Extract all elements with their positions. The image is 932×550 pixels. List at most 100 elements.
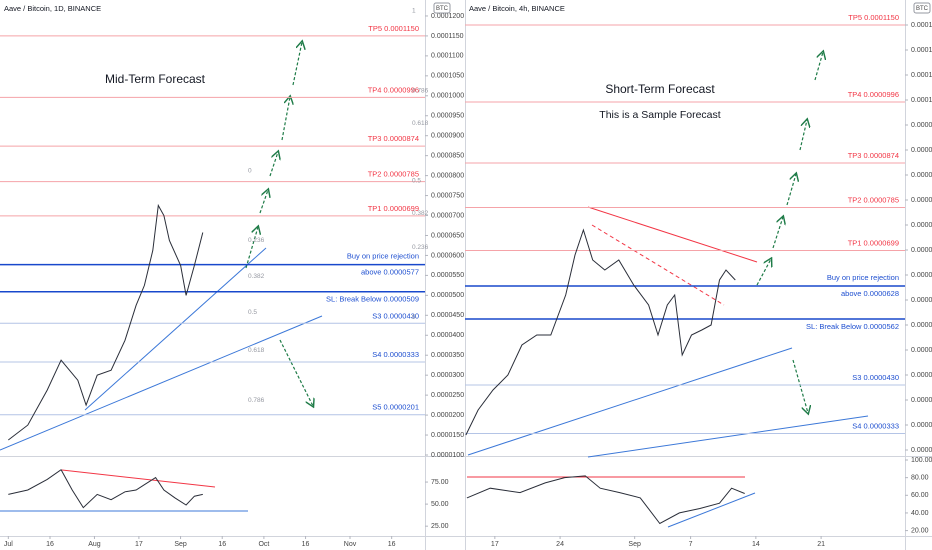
fib-label: 0.5	[248, 309, 257, 316]
fib-label: 1	[412, 8, 416, 15]
y-tick-label: 0.0000400	[911, 397, 932, 404]
x-tick-label: 14	[752, 541, 760, 548]
level-label: S3 0.0000430	[852, 373, 899, 382]
y-tick-label: 0.0001150	[911, 22, 932, 29]
y-tick-label: 25.00	[431, 523, 449, 530]
y-tick-label: 0.0000450	[911, 372, 932, 379]
level-caption: Buy on price rejection	[347, 252, 419, 261]
y-tick-label: 80.00	[911, 474, 929, 481]
chart-title: Aave / Bitcoin, 1D, BINANCE	[4, 4, 101, 13]
level-label: S5 0.0000201	[372, 403, 419, 412]
level-label: TP1 0.0000699	[848, 238, 899, 247]
currency-label: BTC	[916, 6, 929, 12]
y-tick-label: 0.0001100	[911, 47, 932, 54]
y-tick-label: 0.0001150	[431, 33, 464, 40]
annotation: Mid-Term Forecast	[105, 72, 206, 86]
y-tick-label: 0.0000550	[431, 272, 464, 279]
y-tick-label: 0.0000650	[431, 232, 464, 239]
price-line	[466, 475, 745, 525]
fib-label: 0.236	[248, 237, 265, 244]
fib-label: 0	[412, 314, 416, 321]
x-tick-label: 17	[491, 541, 499, 548]
x-tick-label: 16	[218, 541, 226, 548]
fib-label: 0.382	[248, 273, 265, 280]
level-label: TP5 0.0001150	[848, 13, 899, 22]
x-tick-label: Aug	[88, 541, 101, 548]
level-label: TP3 0.0000874	[848, 151, 899, 160]
level-label: above 0.0000577	[361, 268, 419, 277]
y-tick-label: 0.0000250	[431, 392, 464, 399]
x-tick-label: Nov	[344, 541, 357, 548]
y-tick-label: 0.0001000	[911, 97, 932, 104]
y-tick-label: 40.00	[911, 510, 929, 517]
y-tick-label: 0.0000750	[911, 222, 932, 229]
y-tick-label: 0.0000850	[911, 172, 932, 179]
y-tick-label: 0.0000800	[911, 197, 932, 204]
level-label: TP4 0.0000996	[848, 90, 899, 99]
y-tick-label: 100.00	[911, 457, 932, 464]
x-tick-label: 24	[556, 541, 564, 548]
level-label: S4 0.0000333	[372, 350, 419, 359]
y-tick-label: 60.00	[911, 492, 929, 499]
y-tick-label: 0.0001050	[911, 72, 932, 79]
y-tick-label: 0.0000700	[431, 212, 464, 219]
y-tick-label: 0.0000350	[431, 352, 464, 359]
fib-label: 0.382	[412, 210, 429, 217]
y-tick-label: 0.0000950	[911, 122, 932, 129]
y-tick-label: 0.0000500	[431, 292, 464, 299]
fib-label: 0.786	[412, 88, 429, 95]
y-tick-label: 0.0001100	[431, 53, 464, 60]
level-label: SL: Break Below 0.0000562	[806, 322, 899, 331]
currency-badge	[433, 2, 451, 14]
price-line	[465, 228, 736, 436]
level-label: TP3 0.0000874	[368, 134, 419, 143]
fib-label: 0.5	[412, 177, 421, 184]
y-tick-label: 0.0000500	[911, 347, 932, 354]
level-label: TP2 0.0000785	[368, 170, 419, 179]
level-label: TP4 0.0000996	[368, 85, 419, 94]
y-tick-label: 20.00	[911, 527, 929, 534]
fib-label: 0.618	[248, 347, 265, 354]
y-tick-label: 0.0000350	[911, 422, 932, 429]
x-tick-label: Sep	[174, 541, 187, 548]
y-tick-label: 0.0000850	[431, 153, 464, 160]
x-tick-label: 7	[689, 541, 693, 548]
x-tick-label: 17	[135, 541, 143, 548]
x-tick-label: Sep	[628, 541, 641, 548]
level-label: above 0.0000628	[841, 289, 899, 298]
y-tick-label: 0.0000750	[431, 192, 464, 199]
y-tick-label: 0.0000600	[431, 252, 464, 259]
level-label: S3 0.0000430	[372, 311, 419, 320]
y-tick-label: 0.0000900	[911, 147, 932, 154]
fib-label: 0	[248, 167, 252, 174]
level-label: TP5 0.0001150	[368, 24, 419, 33]
y-tick-label: 0.0000650	[911, 272, 932, 279]
level-label: TP1 0.0000699	[368, 204, 419, 213]
y-tick-label: 0.0001000	[431, 93, 464, 100]
fib-label: 0.786	[248, 397, 265, 404]
annotation: Short-Term Forecast	[605, 82, 715, 96]
price-line	[7, 203, 204, 441]
level-caption: Buy on price rejection	[827, 273, 899, 282]
y-tick-label: 0.0000400	[431, 332, 464, 339]
y-tick-label: 0.0000550	[911, 322, 932, 329]
currency-label: BTC	[436, 6, 449, 12]
x-tick-label: 16	[46, 541, 54, 548]
trendlines	[0, 206, 869, 528]
y-tick-label: 0.0000200	[431, 412, 464, 419]
price-line	[8, 468, 203, 509]
annotation: This is a Sample Forecast	[599, 109, 720, 121]
y-tick-label: 0.0000100	[431, 452, 464, 459]
y-tick-label: 0.0000150	[431, 432, 464, 439]
level-label: S4 0.0000333	[852, 421, 899, 430]
currency-badge	[913, 2, 931, 14]
forecast-arrows	[245, 42, 823, 413]
y-tick-label: 75.00	[431, 479, 449, 486]
y-tick-label: 0.0001200	[431, 13, 464, 20]
y-tick-label: 0.0000300	[911, 447, 932, 454]
x-tick-label: 16	[302, 541, 310, 548]
chart-title: Aave / Bitcoin, 4h, BINANCE	[469, 4, 565, 13]
fib-label: 0.618	[412, 120, 429, 127]
x-tick-label: 21	[817, 541, 825, 548]
y-tick-label: 0.0000800	[431, 172, 464, 179]
